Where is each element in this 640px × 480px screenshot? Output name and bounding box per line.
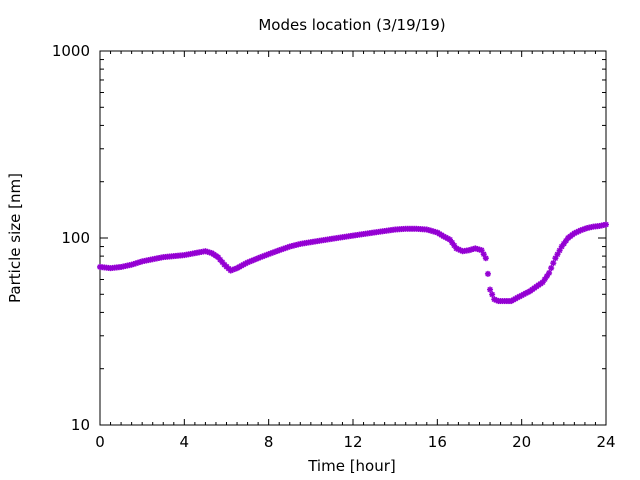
y-tick-label: 100 [61, 229, 90, 247]
x-tick-label: 24 [596, 433, 615, 451]
x-tick-label: 4 [180, 433, 190, 451]
x-axis-label: Time [hour] [307, 457, 396, 475]
data-point [482, 255, 489, 262]
data-points [97, 221, 609, 305]
data-point [603, 221, 609, 228]
x-tick-label: 8 [264, 433, 274, 451]
data-point [484, 270, 491, 277]
data-point [550, 260, 557, 267]
y-tick-labels: 10 100 1000 [52, 42, 90, 434]
y-axis-label: Particle size [nm] [6, 173, 24, 303]
data-point [548, 265, 555, 272]
chart-title: Modes location (3/19/19) [258, 16, 445, 34]
x-tick-label: 0 [95, 433, 105, 451]
data-point [543, 273, 550, 280]
x-tick-label: 20 [512, 433, 531, 451]
y-tick-label: 1000 [52, 42, 90, 60]
data-point [489, 291, 496, 298]
data-point [487, 286, 494, 293]
tick-marks [99, 50, 607, 426]
x-tick-label: 12 [343, 433, 362, 451]
x-tick-labels: 0 4 8 12 16 20 24 [95, 433, 615, 451]
x-tick-label: 16 [428, 433, 447, 451]
data-point [546, 269, 553, 276]
y-tick-label: 10 [71, 416, 90, 434]
